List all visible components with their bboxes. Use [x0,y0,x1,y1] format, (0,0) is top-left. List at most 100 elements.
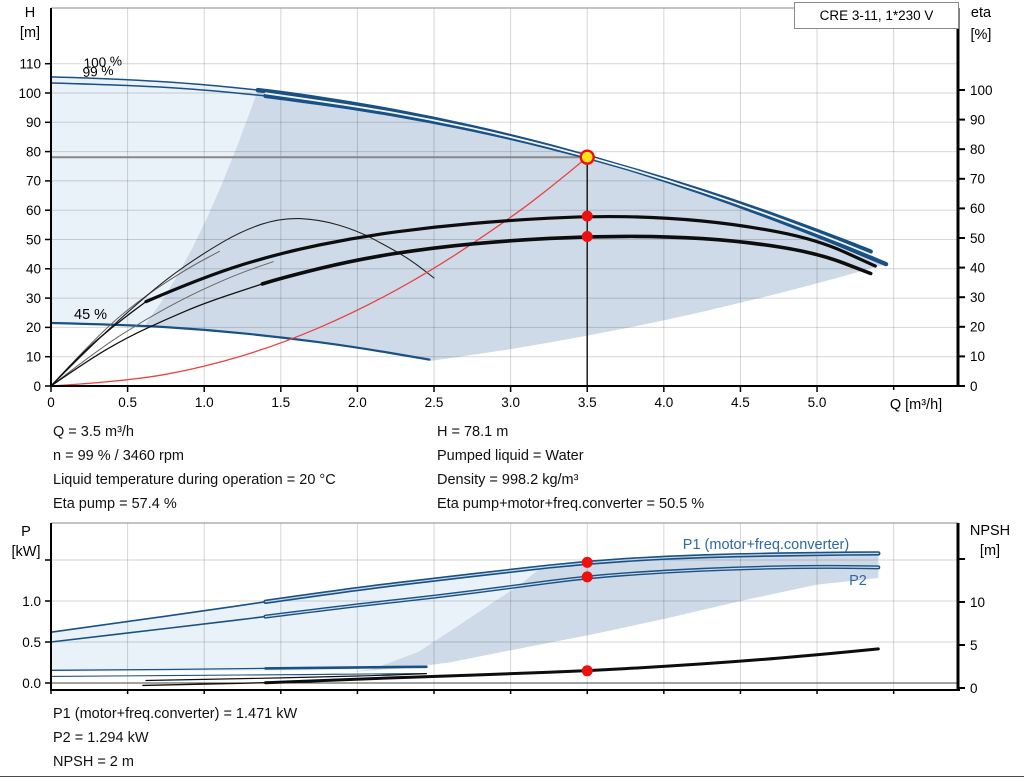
axis-title-h: H [25,5,35,21]
y-right-tick-label: 5 [970,638,978,653]
y-right-tick-label: 0 [970,379,978,394]
eta-decorative-1 [50,261,274,387]
y-left-tick-label: 0 [33,379,41,394]
axis-title-npsh-unit: [m] [980,543,1000,559]
x-tick-label: 3.5 [578,395,597,410]
axis-title-eta: eta [971,5,992,21]
y-left-tick-label: 90 [26,115,41,130]
p1-min-speed-line-thick [264,665,428,670]
y-right-tick-label: 50 [970,231,985,246]
info-line: NPSH = 2 m [53,754,134,770]
x-tick-label: 4.0 [654,395,673,410]
y-right-tick-label: 80 [970,142,985,157]
eta-pump-marker [581,210,593,222]
y-right-tick-label: 10 [970,349,985,364]
info-line: Eta pump+motor+freq.converter = 50.5 % [437,496,705,512]
x-tick-label: 5.0 [808,395,827,410]
npsh-curve-thin [142,682,267,687]
y-left-tick-label: 1.0 [22,594,41,609]
y-right-tick-label: 60 [970,201,985,216]
p1-curve-thin [50,601,267,633]
y-right-tick-label: 90 [970,112,985,127]
y-left-tick-label: 70 [26,174,41,189]
axis-title-p-unit: [kW] [12,544,41,560]
p2-curve-thin [50,615,267,643]
y-left-tick-label: 10 [26,350,41,365]
npsh-min-speed-curve [145,673,427,682]
info-line: P1 (motor+freq.converter) = 1.471 kW [53,706,298,722]
eta-total-marker [581,231,593,243]
info-line: H = 78.1 m [437,424,509,440]
info-line: Liquid temperature during operation = 20… [53,472,336,488]
h-q-chart: 0 0.5 1.0 1.5 2.0 2.5 3.0 3.5 4.0 4.5 5.0 0 10 20 30 40… [18,5,992,413]
power-envelope-dark [265,553,879,678]
p-npsh-chart: 0.0 0.5 1.0 0 5 10 P1 (motor+freq.converter) P2… [12,522,1010,696]
y-left-tick-label: 20 [26,320,41,335]
x-tick-label: 2.5 [425,395,444,410]
y-right-tick-label: 0 [970,681,978,696]
duty-point-marker[interactable] [579,149,595,165]
y-left-tick-label: 100 [18,86,41,101]
info-line: Density = 998.2 kg/m³ [437,472,579,488]
y-left-tick-label: 50 [26,232,41,247]
x-tick-label: 4.5 [731,395,750,410]
x-tick-label: 0.5 [118,395,137,410]
p1-curve-core [264,552,879,603]
eta-pump-curve-thin [50,300,147,387]
operating-envelope-light [51,76,258,325]
y-left-tick-label: 0.0 [22,676,41,691]
y-left-tick-label: 80 [26,144,41,159]
p1-marker [581,556,593,568]
x-tick-label: 2.0 [348,395,367,410]
axis-title-eta-unit: [%] [971,27,992,43]
info-line: P2 = 1.294 kW [53,730,149,746]
x-tick-label: 1.0 [195,395,214,410]
duty-info-right: H = 78.1 m Pumped liquid = Water Density =… [437,420,704,516]
npsh-curve [264,647,880,685]
y-right-tick-label: 30 [970,290,985,305]
axis-title-p: P [21,524,31,540]
info-line: Pumped liquid = Water [437,448,584,464]
label-speed-99pct: 99 % [82,63,114,80]
label-p2-curve: P2 [849,573,867,589]
y-right-tick-label: 70 [970,172,985,187]
eta-total-curve-thin [50,283,264,387]
info-line: Q = 3.5 m³/h [53,424,134,440]
info-line: n = 99 % / 3460 rpm [53,448,184,464]
power-info: P1 (motor+freq.converter) = 1.471 kW P2 =… [53,702,297,774]
axis-title-npsh: NPSH [970,523,1010,539]
label-p1-curve: P1 (motor+freq.converter) [683,537,849,553]
eta-decorative-2 [50,250,220,387]
y-right-tick-label: 10 [970,595,985,610]
x-tick-label: 1.5 [271,395,290,410]
eta-pump-curve [144,214,877,304]
y-left-tick-label: 110 [19,57,41,72]
y-left-tick-label: 30 [26,291,41,306]
system-curve [50,156,588,387]
pump-model-badge: CRE 3-11, 1*230 V [794,2,959,29]
y-right-tick-label: 40 [970,260,985,275]
min-speed-curve [49,321,431,361]
y-left-tick-label: 0.5 [22,635,41,650]
x-tick-label: 3.0 [501,395,520,410]
y-left-tick-label: 40 [26,262,41,277]
npsh-marker [581,665,593,677]
axis-title-h-unit: [m] [20,25,40,41]
max-speed-curve-thin [50,76,259,91]
eta-reduced-speed-curve [50,217,435,387]
label-speed-45pct: 45 % [74,307,107,323]
x-tick-label: 0 [47,395,55,410]
y-right-tick-label: 100 [970,83,993,98]
speed-99-curve-thin [50,82,267,97]
y-right-tick-label: 20 [970,320,985,335]
info-line: Eta pump = 57.4 % [53,496,177,512]
p2-curve-core [264,566,879,618]
duty-info-left: Q = 3.5 m³/h n = 99 % / 3460 rpm Liquid te… [53,420,336,516]
eta-total-curve [260,234,873,286]
p2-min-speed-line [50,673,427,677]
axis-title-q: Q [m³/h] [890,397,942,413]
label-speed-100pct: 100 % [83,53,122,71]
y-left-tick-label: 60 [26,203,41,218]
